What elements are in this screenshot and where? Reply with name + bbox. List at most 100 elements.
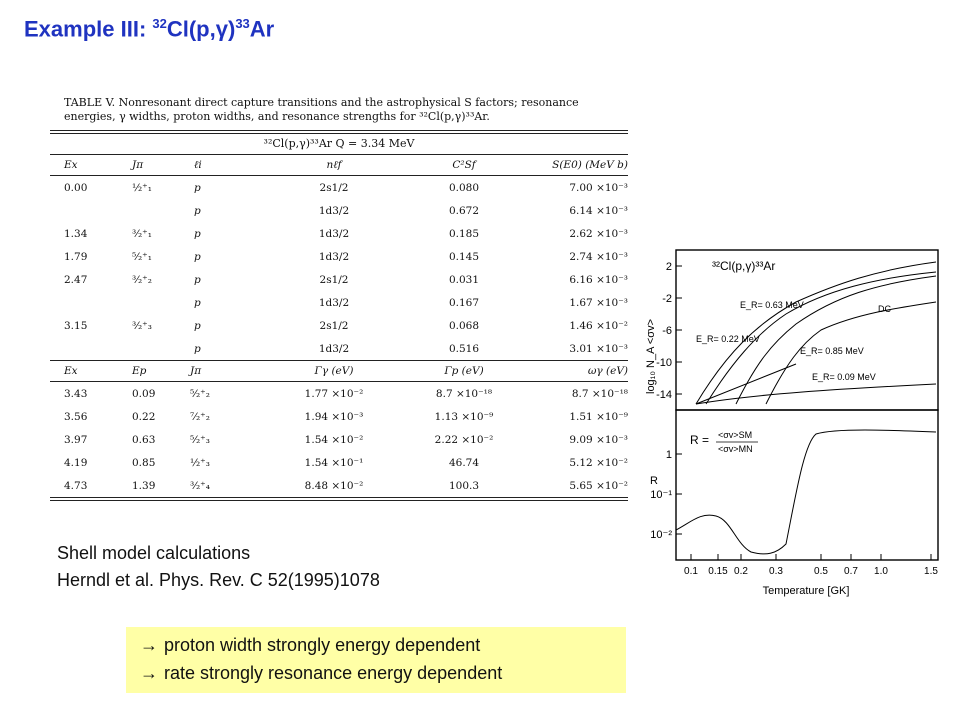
- table-cell: 1.13 ×10⁻⁹: [434, 410, 494, 423]
- table-cell: p: [194, 319, 201, 332]
- xtick: 1.0: [874, 566, 888, 577]
- ytick: -2: [662, 293, 672, 305]
- table-caption: TABLE V. Nonresonant direct capture tran…: [64, 96, 579, 123]
- table-cell: 3.56: [64, 410, 88, 423]
- table-cell: ½⁺₃: [190, 456, 210, 469]
- table-cell: 1.34: [64, 227, 88, 240]
- table-cell: 8.7 ×10⁻¹⁸: [571, 387, 628, 400]
- table-cell: 0.00: [64, 181, 88, 194]
- ytick: 10⁻¹: [650, 489, 672, 501]
- table-row: 4.19 0.85 ½⁺₃ 1.54 ×10⁻¹ 46.74 5.12 ×10⁻²: [50, 451, 628, 474]
- table-row: p 1d3/2 0.672 6.14 ×10⁻³: [50, 199, 628, 222]
- ytick: -14: [656, 389, 672, 401]
- xtick: 0.1: [684, 566, 698, 577]
- table-cell: 1.54 ×10⁻²: [304, 433, 364, 446]
- table-cell: 3.97: [64, 433, 88, 446]
- table-cell: 2.47: [64, 273, 88, 286]
- curve-label: E_R= 0.63 MeV: [740, 300, 804, 310]
- ytick: 10⁻²: [650, 529, 672, 541]
- table-cell: ⁷⁄₂⁺₂: [190, 410, 210, 423]
- xtick: 0.5: [814, 566, 828, 577]
- ytick: -10: [656, 357, 672, 369]
- table-cell: 0.63: [132, 433, 156, 446]
- table-cell: 0.516: [448, 342, 480, 355]
- reaction-label: ³²Cl(p,γ)³³Ar: [712, 259, 775, 273]
- table-cell: 1d3/2: [318, 342, 350, 355]
- table-cell: 0.85: [132, 456, 156, 469]
- reaction-header: ³²Cl(p,γ)³³Ar Q = 3.34 MeV: [263, 137, 415, 150]
- table-row: 1.34 ³⁄₂⁺₁ p 1d3/2 0.185 2.62 ×10⁻³: [50, 222, 628, 245]
- table-row: 3.56 0.22 ⁷⁄₂⁺₂ 1.94 ×10⁻³ 1.13 ×10⁻⁹ 1.51 ×1…: [50, 405, 628, 428]
- table-cell: 2s1/2: [319, 319, 349, 332]
- table-row: 3.15 ³⁄₂⁺₃ p 2s1/2 0.068 1.46 ×10⁻²: [50, 314, 628, 337]
- xtick: 0.7: [844, 566, 858, 577]
- table-cell: 1.77 ×10⁻²: [304, 387, 364, 400]
- table-cell: 0.031: [448, 273, 480, 286]
- table-cell: ⁵⁄₂⁺₂: [190, 387, 210, 400]
- table-row: 0.00 ½⁺₁ p 2s1/2 0.080 7.00 ×10⁻³: [50, 176, 628, 199]
- slide-title: Example III: 32Cl(p,γ)33Ar: [24, 16, 275, 42]
- highlight-box: → proton width strongly energy dependent …: [126, 627, 626, 693]
- curve-label: E_R= 0.85 MeV: [800, 346, 864, 356]
- table-cell: ½⁺₁: [132, 181, 152, 194]
- ratio-denominator: <σv>MN: [718, 444, 753, 454]
- table-cell: p: [194, 227, 201, 240]
- table-cell: 3.15: [64, 319, 88, 332]
- notes-line-2: Herndl et al. Phys. Rev. C 52(1995)1078: [57, 570, 380, 590]
- table-cell: 2.62 ×10⁻³: [569, 227, 628, 240]
- table-cell: 1d3/2: [318, 250, 350, 263]
- ratio-numerator: <σv>SM: [718, 430, 752, 440]
- table-cell: 1.79: [64, 250, 88, 263]
- ratio-label: R =: [690, 433, 709, 447]
- curve-label: E_R= 0.09 MeV: [812, 372, 876, 382]
- table-cell: ⁵⁄₂⁺₁: [132, 250, 152, 263]
- table-cell: 2s1/2: [319, 181, 349, 194]
- table-cell: 6.14 ×10⁻³: [569, 204, 628, 217]
- ytick: 2: [666, 261, 672, 273]
- table-cell: 5.65 ×10⁻²: [569, 479, 628, 492]
- table-cell: 6.16 ×10⁻³: [569, 273, 628, 286]
- table-cell: ³⁄₂⁺₂: [132, 273, 152, 286]
- table-cell: p: [194, 181, 201, 194]
- x-axis-label: Temperature [GK]: [763, 585, 850, 597]
- table-cell: ³⁄₂⁺₁: [132, 227, 152, 240]
- table-row: 3.43 0.09 ⁵⁄₂⁺₂ 1.77 ×10⁻² 8.7 ×10⁻¹⁸ 8.7 ×10…: [50, 382, 628, 405]
- table-row: 1.79 ⁵⁄₂⁺₁ p 1d3/2 0.145 2.74 ×10⁻³: [50, 245, 628, 268]
- xtick: 0.3: [769, 566, 783, 577]
- table-cell: ⁵⁄₂⁺₃: [190, 433, 210, 446]
- table-cell: 1d3/2: [318, 227, 350, 240]
- table-cell: p: [194, 204, 201, 217]
- reference-notes: Shell model calculations Herndl et al. P…: [57, 540, 380, 594]
- table-cell: 1.51 ×10⁻⁹: [569, 410, 628, 423]
- table-row: 3.97 0.63 ⁵⁄₂⁺₃ 1.54 ×10⁻² 2.22 ×10⁻² 9.09 ×1…: [50, 428, 628, 451]
- table-cell: 1d3/2: [318, 296, 350, 309]
- table-cell: 4.19: [64, 456, 88, 469]
- data-table: TABLE V. Nonresonant direct capture tran…: [50, 96, 628, 501]
- table-cell: 1.46 ×10⁻²: [569, 319, 628, 332]
- arrow-icon: →: [140, 663, 158, 683]
- table-row: p 1d3/2 0.516 3.01 ×10⁻³: [50, 337, 628, 360]
- table-cell: 2.22 ×10⁻²: [434, 433, 494, 446]
- table-cell: 3.01 ×10⁻³: [569, 342, 628, 355]
- table-cell: 8.7 ×10⁻¹⁸: [435, 387, 493, 400]
- table-cell: 8.48 ×10⁻²: [304, 479, 364, 492]
- table-cell: 0.145: [448, 250, 480, 263]
- table-row: 2.47 ³⁄₂⁺₂ p 2s1/2 0.031 6.16 ×10⁻³: [50, 268, 628, 291]
- xtick: 0.2: [734, 566, 748, 577]
- table-cell: 1.39: [132, 479, 156, 492]
- table-cell: 2s1/2: [319, 273, 349, 286]
- table-cell: 9.09 ×10⁻³: [569, 433, 628, 446]
- bullet-1: → proton width strongly energy dependent: [140, 635, 481, 655]
- lower-y-label: R: [650, 475, 658, 487]
- ytick: -6: [662, 325, 672, 337]
- table-row: 4.73 1.39 ³⁄₂⁺₄ 8.48 ×10⁻² 100.3 5.65 ×10⁻²: [50, 474, 628, 497]
- bullet-2: → rate strongly resonance energy dependen…: [140, 663, 503, 683]
- table-cell: 0.167: [448, 296, 480, 309]
- table-cell: 5.12 ×10⁻²: [569, 456, 628, 469]
- table-cell: 0.185: [448, 227, 480, 240]
- table-cell: 2.74 ×10⁻³: [569, 250, 628, 263]
- table-cell: 0.080: [448, 181, 480, 194]
- notes-line-1: Shell model calculations: [57, 543, 251, 563]
- table-cell: 1d3/2: [318, 204, 350, 217]
- table-cell: p: [194, 342, 201, 355]
